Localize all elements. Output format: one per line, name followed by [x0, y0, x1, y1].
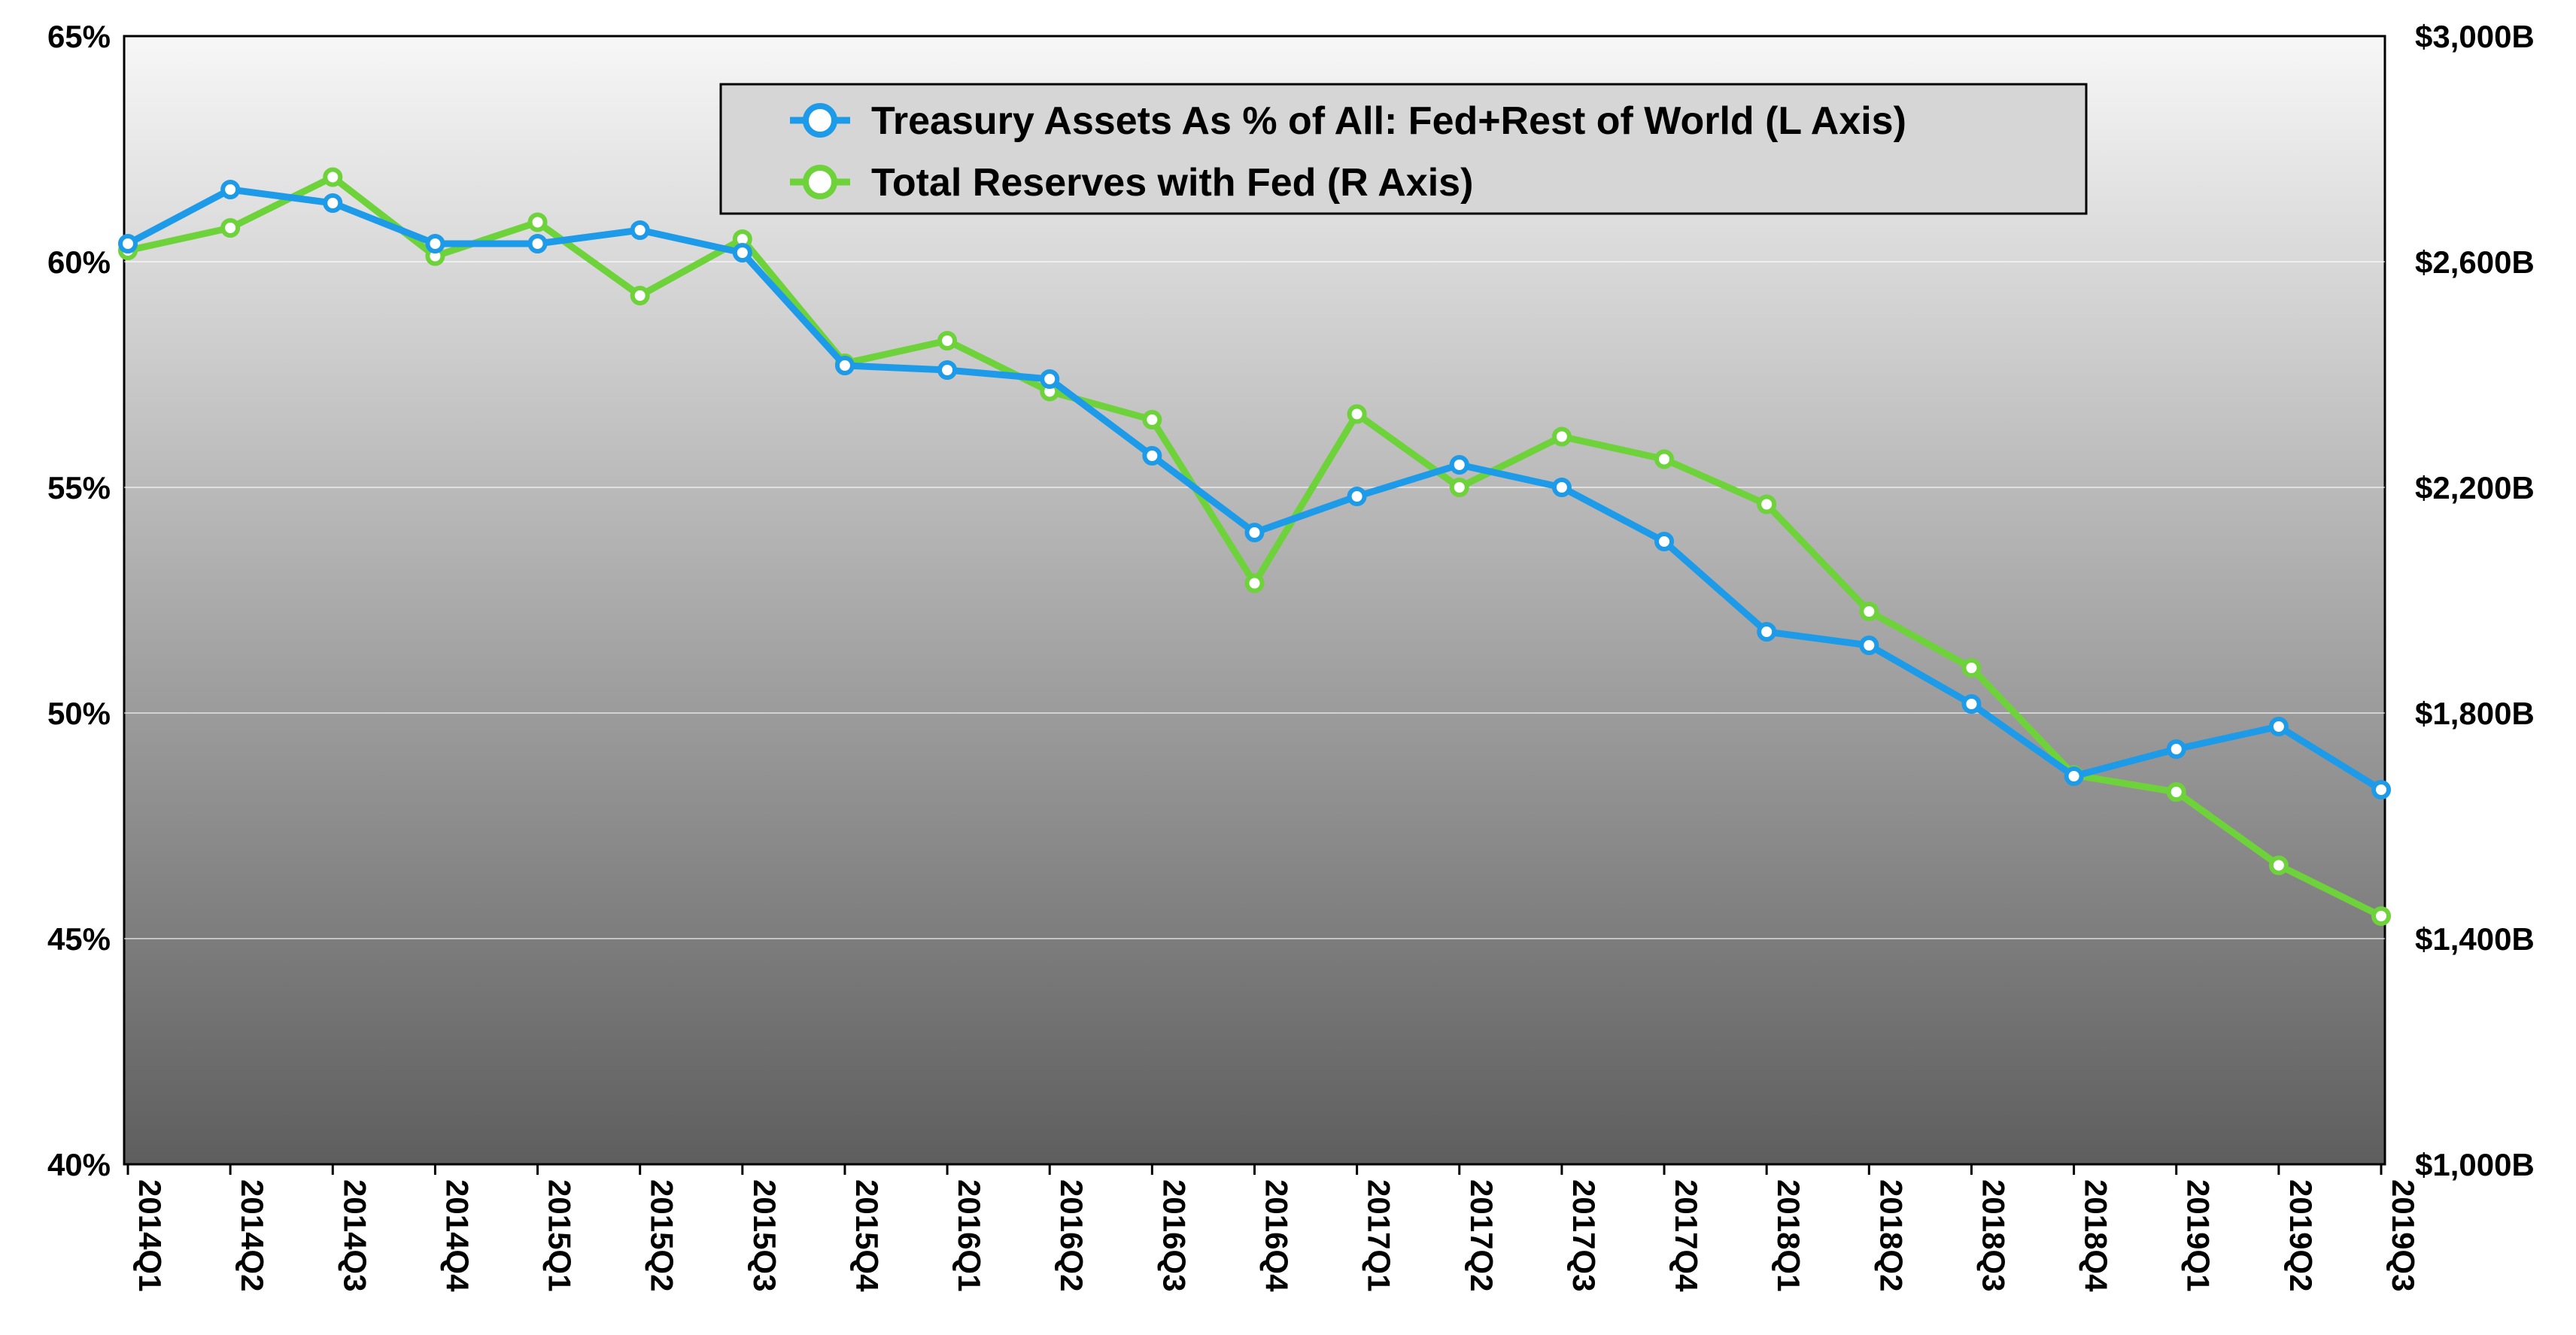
x-axis-tick-label: 2018Q2 [1873, 1179, 1909, 1291]
x-axis-tick-label: 2015Q4 [849, 1179, 885, 1292]
data-point-reserves [1142, 410, 1162, 429]
left-axis-tick-label: 45% [47, 921, 111, 957]
data-point-treasury [1244, 523, 1265, 542]
right-axis-tick-label: $1,800B [2415, 696, 2535, 731]
series-lines [118, 167, 2391, 926]
legend-marker-reserves [803, 165, 837, 199]
data-point-treasury [1859, 636, 1879, 655]
x-axis-tick-label: 2017Q4 [1669, 1179, 1704, 1292]
data-point-treasury [2268, 717, 2289, 736]
left-axis-tick-label: 50% [47, 696, 111, 731]
data-point-reserves [220, 218, 241, 238]
x-axis-tick-label: 2014Q2 [235, 1179, 270, 1291]
x-axis-tick-label: 2015Q1 [542, 1179, 578, 1291]
x-axis-tick-label: 2017Q1 [1362, 1179, 1397, 1291]
left-axis: 40% 45% 50% 55% 60% 65% [47, 19, 111, 1182]
left-axis-tick-label: 65% [47, 19, 111, 54]
data-point-reserves [1551, 426, 1572, 447]
right-axis-tick-label: $2,600B [2415, 244, 2535, 280]
data-point-treasury [2371, 780, 2391, 799]
left-axis-tick-label: 40% [47, 1147, 111, 1182]
data-point-reserves [1859, 602, 1879, 621]
data-point-reserves [1757, 494, 1777, 514]
x-axis-tick-label: 2015Q2 [645, 1179, 680, 1291]
data-point-treasury [2064, 766, 2084, 786]
x-axis-tick-label: 2014Q1 [132, 1179, 168, 1291]
data-point-reserves [2371, 906, 2391, 926]
data-point-reserves [1449, 478, 1469, 497]
x-axis-tick-label: 2014Q3 [337, 1179, 372, 1291]
data-point-treasury [937, 360, 958, 380]
data-point-reserves [1347, 404, 1367, 424]
x-axis-tick-label: 2018Q3 [1976, 1179, 2011, 1291]
data-point-treasury [1142, 446, 1162, 466]
plot-area [123, 35, 2386, 1166]
data-point-treasury [732, 243, 752, 262]
data-point-reserves [630, 286, 650, 305]
data-point-reserves [1244, 573, 1265, 593]
x-axis-tick-label: 2016Q2 [1054, 1179, 1089, 1291]
x-axis: 2014Q1 2014Q2 2014Q3 2014Q4 2015Q1 2015Q2 2015… [126, 1164, 2421, 1292]
right-axis-tick-label: $2,200B [2415, 470, 2535, 505]
legend-box [719, 83, 2088, 215]
x-axis-tick-label: 2017Q2 [1464, 1179, 1499, 1291]
legend-marker-treasury [803, 103, 837, 138]
data-point-treasury [630, 220, 650, 240]
data-point-treasury [1449, 455, 1469, 475]
data-point-treasury [323, 193, 343, 213]
data-point-treasury [1961, 694, 1982, 714]
data-point-treasury [1654, 532, 1675, 551]
data-point-treasury [527, 234, 548, 253]
right-axis-tick-label: $3,000B [2415, 19, 2535, 54]
data-point-treasury [1551, 478, 1572, 497]
data-point-reserves [2166, 782, 2186, 802]
x-axis-tick-label: 2018Q1 [1771, 1179, 1806, 1291]
x-axis-tick-label: 2016Q4 [1259, 1179, 1295, 1292]
x-axis-tick-label: 2015Q3 [747, 1179, 782, 1291]
legend: Treasury Assets As % of All: Fed+Rest of… [719, 83, 2088, 215]
x-axis-tick-label: 2019Q2 [2283, 1179, 2319, 1291]
x-axis-tick-label: 2017Q3 [1566, 1179, 1602, 1291]
data-point-reserves [527, 212, 548, 232]
legend-label-treasury: Treasury Assets As % of All: Fed+Rest of… [871, 99, 1906, 143]
data-point-reserves [2268, 855, 2289, 875]
data-point-reserves [1961, 658, 1982, 678]
x-axis-tick-label: 2014Q4 [439, 1179, 475, 1292]
gridlines [124, 261, 2385, 939]
data-point-treasury [1757, 622, 1777, 642]
x-axis-tick-label: 2016Q1 [952, 1179, 987, 1291]
data-point-treasury [118, 234, 138, 253]
left-axis-tick-label: 60% [47, 244, 111, 280]
data-point-reserves [937, 331, 958, 350]
legend-label-reserves: Total Reserves with Fed (R Axis) [871, 161, 1473, 205]
right-axis: $1,000B $1,400B $1,800B $2,200B $2,600B $3,00… [2415, 19, 2535, 1182]
data-point-treasury [834, 356, 855, 375]
x-axis-tick-label: 2018Q4 [2079, 1179, 2114, 1292]
data-point-treasury [1347, 487, 1367, 506]
data-point-treasury [425, 234, 445, 253]
data-point-reserves [323, 167, 343, 187]
left-axis-tick-label: 55% [47, 470, 111, 505]
x-axis-tick-label: 2016Q3 [1156, 1179, 1192, 1291]
x-axis-tick-label: 2019Q1 [2181, 1179, 2216, 1291]
x-axis-tick-label: 2019Q3 [2386, 1179, 2421, 1291]
right-axis-tick-label: $1,000B [2415, 1147, 2535, 1182]
data-point-treasury [2166, 739, 2186, 759]
data-point-treasury [220, 180, 241, 199]
data-point-reserves [1654, 449, 1675, 469]
data-point-treasury [1040, 369, 1060, 389]
right-axis-tick-label: $1,400B [2415, 921, 2535, 957]
